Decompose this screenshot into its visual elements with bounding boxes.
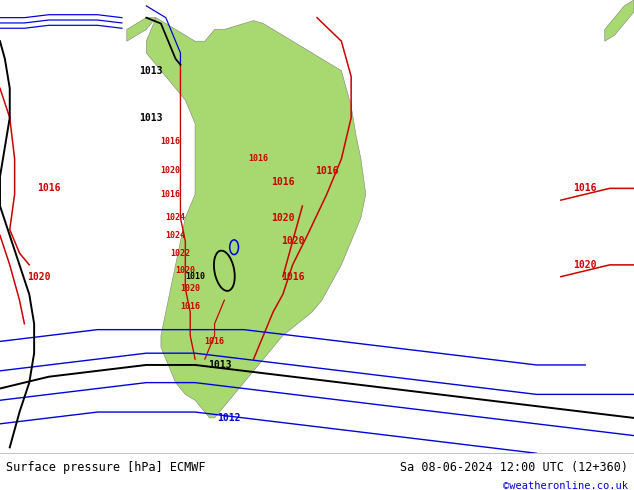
Text: 1010: 1010 [185,272,205,281]
Text: 1024: 1024 [165,231,186,240]
Text: 1020: 1020 [180,284,200,293]
Text: 1013: 1013 [139,113,163,122]
Text: Sa 08-06-2024 12:00 UTC (12+360): Sa 08-06-2024 12:00 UTC (12+360) [399,462,628,474]
Text: 1020: 1020 [176,266,195,275]
Text: 1020: 1020 [27,271,51,282]
Text: 1016: 1016 [205,337,224,346]
Text: 1020: 1020 [160,166,181,175]
Text: 1020: 1020 [281,236,304,246]
Text: 1024: 1024 [165,213,186,222]
Polygon shape [127,18,156,41]
Polygon shape [605,0,634,41]
Text: ©weatheronline.co.uk: ©weatheronline.co.uk [503,481,628,490]
Text: 1016: 1016 [281,271,304,282]
Text: 1013: 1013 [139,66,163,75]
Text: 1012: 1012 [217,413,241,423]
Text: 1016: 1016 [315,166,339,176]
Text: Surface pressure [hPa] ECMWF: Surface pressure [hPa] ECMWF [6,462,206,474]
Polygon shape [146,18,366,418]
Text: 1016: 1016 [180,301,200,311]
Text: 1020: 1020 [271,213,295,223]
Text: 1022: 1022 [171,248,190,258]
Text: 1020: 1020 [574,260,597,270]
Text: 1013: 1013 [208,360,231,370]
Text: 1016: 1016 [249,154,268,164]
Text: 1016: 1016 [37,183,60,194]
Text: 1016: 1016 [271,177,295,188]
Text: 1016: 1016 [160,137,181,146]
Text: 1016: 1016 [574,183,597,194]
Text: 1016: 1016 [160,190,181,199]
